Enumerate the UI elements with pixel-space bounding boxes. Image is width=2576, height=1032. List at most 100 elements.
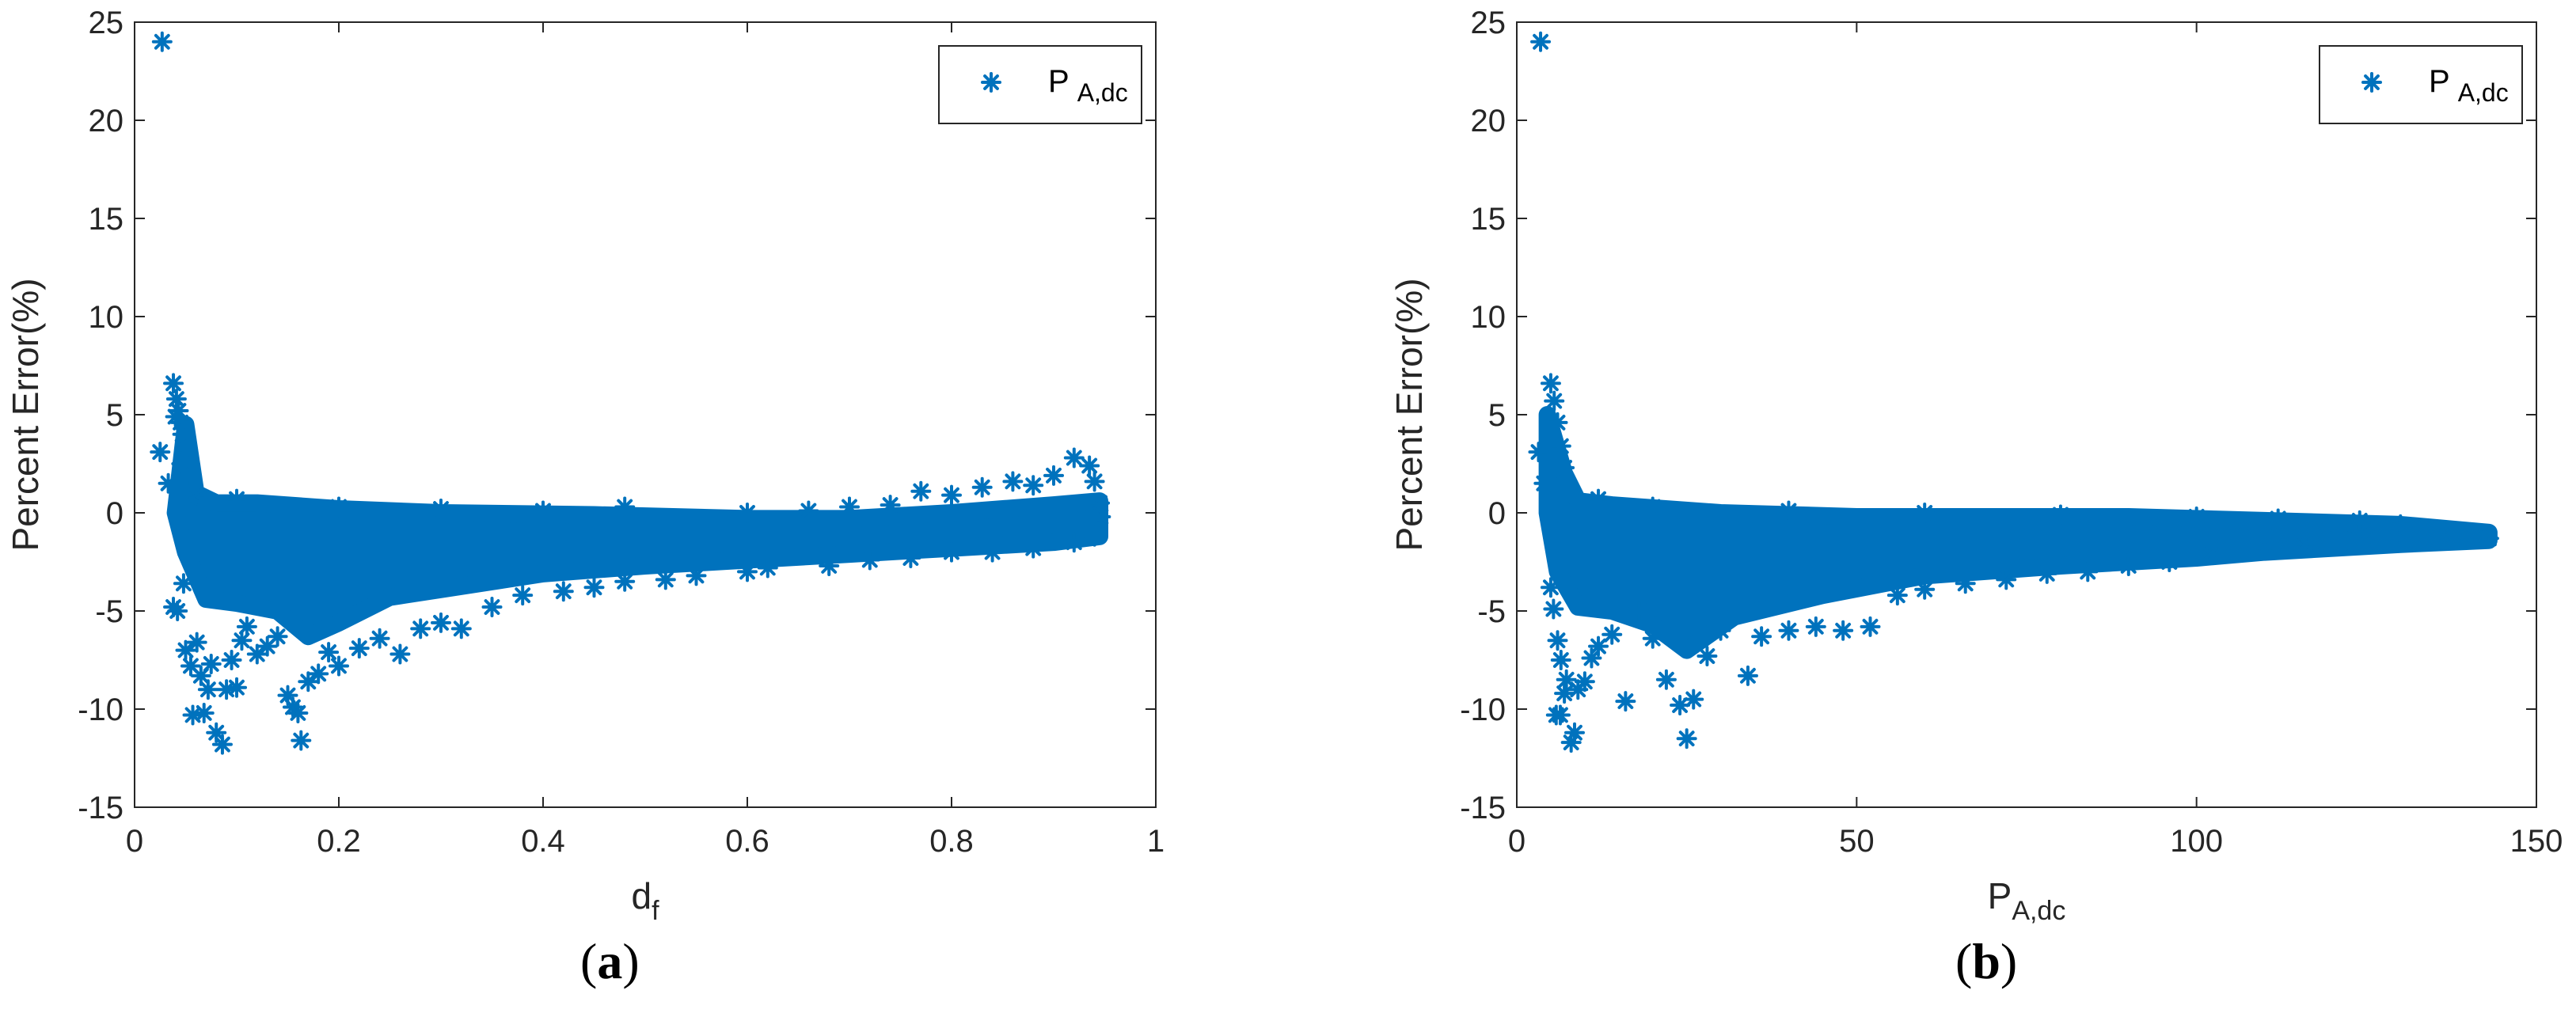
data-point (298, 671, 319, 692)
data-point (1886, 585, 1908, 606)
data-point (1023, 537, 1044, 559)
y-tick-label: 20 (89, 104, 124, 138)
data-point (2159, 552, 2180, 572)
legend-label: P A,dc (2429, 64, 2509, 107)
data-point (165, 389, 187, 410)
data-point (2417, 524, 2438, 545)
data-point (1543, 598, 1564, 620)
y-tick-label: 20 (1471, 104, 1506, 138)
data-point (941, 484, 962, 506)
y-tick-label: 25 (1471, 6, 1506, 40)
data-point (859, 549, 880, 571)
data-point (1683, 689, 1704, 710)
data-point (819, 555, 840, 576)
x-tick-label: 0 (1508, 824, 1525, 859)
data-point (1955, 573, 1976, 594)
y-tick-label: -15 (78, 791, 123, 825)
data-point (175, 639, 196, 661)
y-tick-label: 5 (1488, 398, 1506, 433)
data-point (1833, 620, 1854, 641)
data-point (1084, 525, 1105, 547)
data-point (1528, 442, 1549, 463)
x-tick-label: 0.2 (317, 824, 361, 859)
legend: P A,dc (2319, 45, 2523, 124)
legend: P A,dc (938, 45, 1142, 124)
dense-point-cloud (1538, 406, 2498, 659)
data-point (2036, 563, 2057, 584)
data-point (941, 541, 962, 563)
chart-panel-a: 25 20 15 10 5 0 -5 -10 -15 0 0.2 0.4 0.6 0.8 1 df Percen… (5, 6, 1165, 989)
data-point (1914, 579, 1936, 600)
data-point (369, 628, 390, 649)
data-point (2077, 561, 2099, 582)
data-point (2118, 555, 2139, 576)
data-point (329, 496, 349, 518)
data-point (2186, 506, 2207, 527)
data-point (1676, 728, 1697, 749)
data-point (2050, 504, 2071, 525)
data-point (1084, 471, 1105, 492)
data-point (190, 665, 211, 686)
y-tick-label: -10 (1460, 692, 1506, 727)
data-point (226, 677, 247, 698)
data-point (533, 500, 553, 522)
data-point (431, 499, 451, 520)
y-tick-label: -15 (1460, 791, 1506, 825)
y-tick-label: -5 (95, 594, 123, 629)
data-point (236, 616, 257, 637)
data-point (200, 653, 222, 674)
x-tick-label: 1 (1147, 824, 1165, 859)
data-point (1002, 471, 1024, 492)
data-point (348, 638, 370, 659)
data-point (165, 406, 186, 427)
data-point (177, 467, 199, 488)
data-point (1696, 646, 1718, 667)
panel-label-b: (b) (1955, 933, 2018, 989)
data-point (193, 702, 215, 723)
data-point (2199, 544, 2221, 565)
data-point (1043, 465, 1064, 486)
data-point (2267, 508, 2289, 529)
data-point (1581, 647, 1602, 669)
data-point (173, 573, 194, 594)
data-point (2254, 537, 2275, 559)
data-point (583, 577, 605, 598)
x-tick-label: 0.4 (521, 824, 565, 859)
data-point (1588, 636, 1609, 657)
x-axis-label: PA,dc (1988, 875, 2066, 926)
panel-label-a: (a) (580, 933, 640, 989)
axes-box (1516, 21, 2537, 808)
data-point (512, 585, 534, 606)
data-point (614, 496, 636, 518)
data-point (221, 650, 242, 670)
data-point (206, 722, 227, 743)
data-point (1547, 630, 1568, 651)
data-point (2444, 522, 2465, 543)
data-point (798, 500, 819, 522)
y-tick-label: -10 (78, 692, 123, 727)
data-point (737, 503, 758, 523)
data-point (291, 730, 312, 751)
x-axis-label: df (631, 875, 659, 926)
data-point (318, 642, 340, 663)
y-tick-label: 0 (1488, 496, 1506, 531)
chart-panel-b: 25 20 15 10 5 0 -5 -10 -15 0 50 100 150 PA,dc Percent … (1288, 0, 2576, 1032)
data-point (880, 495, 901, 516)
data-point (1628, 601, 1650, 621)
data-point (167, 601, 188, 621)
data-point (2335, 529, 2357, 551)
data-point (1996, 569, 2017, 590)
x-tick-label: 0.8 (929, 824, 974, 859)
y-axis-label: Percent Error(%) (1389, 278, 1430, 551)
y-tick-label: -5 (1477, 594, 1506, 629)
data-point (1063, 532, 1085, 553)
data-point (1914, 503, 1936, 523)
y-axis-label: Percent Error(%) (5, 278, 46, 551)
data-point (1063, 447, 1085, 469)
data-point (1090, 506, 1111, 527)
data-point (553, 581, 574, 602)
data-point (481, 597, 503, 618)
data-point (185, 484, 207, 506)
